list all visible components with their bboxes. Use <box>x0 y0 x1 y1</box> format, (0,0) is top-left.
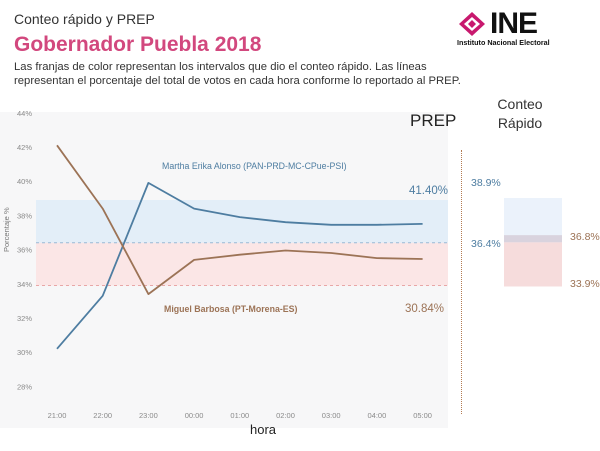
interval-band-blue <box>36 200 448 243</box>
y-tick-label: 44% <box>17 109 32 118</box>
y-tick-label: 38% <box>17 211 32 220</box>
quick-count-martha-high: 38.9% <box>471 177 501 189</box>
quick-count-band-barbosa <box>504 235 562 287</box>
quick-count-overlap <box>504 235 562 243</box>
x-tick-label: 05:00 <box>413 411 432 420</box>
y-tick-label: 32% <box>17 314 32 323</box>
quick-count-barbosa-low: 33.9% <box>570 278 600 290</box>
x-tick-label: 03:00 <box>322 411 341 420</box>
prep-heading: PREP <box>410 111 457 130</box>
series-line-barbosa <box>56 144 423 296</box>
quick-count-band-martha <box>504 198 562 243</box>
quick-count-heading-line2: Rápido <box>497 115 543 131</box>
quick-count-barbosa-high: 36.8% <box>570 231 600 243</box>
ine-logo-mark-icon <box>459 12 485 36</box>
series-label-barbosa: Miguel Barbosa (PT-Morena-ES) <box>164 304 298 314</box>
final-value-barbosa: 30.84% <box>405 303 444 315</box>
x-tick-label: 22:00 <box>93 411 112 420</box>
prep-quick-count-divider <box>461 150 462 414</box>
y-tick-label: 36% <box>17 246 32 255</box>
interval-band-red <box>36 235 448 286</box>
y-tick-label: 40% <box>17 177 32 186</box>
logo-subtitle: Instituto Nacional Electoral <box>457 38 550 47</box>
y-tick-label: 42% <box>17 143 32 152</box>
y-axis-label: Porcentaje % <box>2 207 11 252</box>
x-axis-label: hora <box>250 422 277 437</box>
final-value-martha: 41.40% <box>409 185 448 197</box>
y-tick-label: 30% <box>17 348 32 357</box>
ine-logo: INE Instituto Nacional Electoral <box>450 8 590 48</box>
x-tick-label: 02:00 <box>276 411 295 420</box>
y-tick-label: 34% <box>17 280 32 289</box>
x-tick-label: 23:00 <box>139 411 158 420</box>
series-line-martha <box>56 181 423 350</box>
x-tick-label: 04:00 <box>368 411 387 420</box>
y-tick-label: 28% <box>17 382 32 391</box>
quick-count-martha-low: 36.4% <box>471 238 501 250</box>
page-subtitle: Conteo rápido y PREP <box>14 11 155 27</box>
x-tick-label: 01:00 <box>230 411 249 420</box>
chart-description: Las franjas de color representan los int… <box>14 61 461 87</box>
x-tick-label: 21:00 <box>48 411 67 420</box>
x-tick-label: 00:00 <box>185 411 204 420</box>
series-label-martha: Martha Erika Alonso (PAN-PRD-MC-CPue-PSI… <box>162 161 347 171</box>
quick-count-heading-line1: Conteo <box>497 96 543 112</box>
quick-count-heading: Conteo Rápido <box>490 95 550 133</box>
logo-text: INE <box>490 7 538 40</box>
page-title: Gobernador Puebla 2018 <box>14 33 262 56</box>
